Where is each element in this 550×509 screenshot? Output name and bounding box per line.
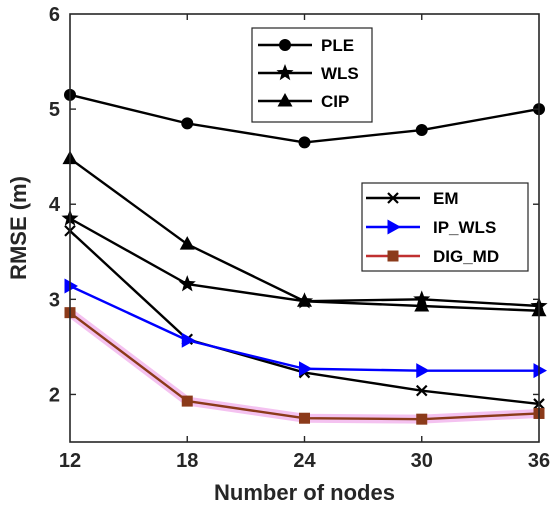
legend-marker-ple — [279, 39, 291, 51]
legend-label-wls: WLS — [321, 64, 359, 83]
x-tick-label-30: 30 — [411, 450, 433, 472]
data-point-ip-wls-36 — [533, 363, 547, 379]
data-point-cip-30 — [414, 297, 430, 312]
y-tick-label-6: 6 — [49, 4, 60, 26]
tick-layer: 12 18 24 30 36 2 3 4 5 6 — [49, 4, 550, 472]
legend-entry-wls: WLS — [258, 64, 359, 83]
data-point-cip-18 — [179, 236, 195, 250]
legend-marker-dig-md — [387, 250, 399, 262]
data-point-cip-24 — [297, 293, 312, 307]
legend-entry-ip-wls: IP_WLS — [366, 218, 496, 237]
legend-label-dig-md: DIG_MD — [433, 247, 499, 266]
series-ple — [64, 88, 545, 149]
legend-label-ip-wls: IP_WLS — [433, 218, 496, 237]
legend-label-cip: CIP — [321, 92, 349, 111]
legend-entry-cip: CIP — [258, 92, 349, 111]
legend-symbol-dig-md — [387, 250, 399, 262]
legend-top-box — [251, 27, 373, 123]
x-tick-label-18: 18 — [176, 450, 198, 472]
data-point-ip-wls-12 — [64, 278, 78, 294]
legend-marker-wls — [276, 64, 294, 81]
legend-entry-em: EM — [366, 189, 459, 208]
legend-symbol-ple — [279, 39, 291, 51]
data-point-dig-md-30 — [416, 413, 428, 425]
x-tick-label-36: 36 — [528, 450, 550, 472]
data-point-ip-wls-24 — [299, 361, 313, 377]
y-tick-label-2: 2 — [49, 384, 60, 406]
data-point-em-30 — [415, 384, 428, 397]
series-ip-wls — [64, 278, 547, 379]
data-point-ip-wls-30 — [416, 363, 430, 379]
legend-entry-ple: PLE — [258, 36, 354, 55]
legend-symbol-cip — [277, 93, 293, 107]
legend-right: EM IP_WLS DIG_MD — [361, 182, 529, 272]
y-axis-label: RMSE (m) — [6, 176, 31, 280]
data-point-dig-md-18 — [181, 395, 193, 407]
legend-symbol-ip-wls — [387, 219, 401, 235]
legend-symbol-em — [387, 192, 399, 204]
data-point-ple-30 — [415, 124, 428, 137]
legend-top: PLE WLS CIP — [251, 27, 373, 123]
series-layer — [61, 88, 548, 425]
legend-marker-em — [387, 192, 399, 204]
y-tick-label-5: 5 — [49, 99, 60, 121]
data-point-ple-24 — [298, 136, 311, 149]
data-point-ip-wls-18 — [181, 332, 196, 348]
x-tick-label-24: 24 — [293, 450, 316, 472]
data-point-wls-18 — [178, 275, 196, 292]
legend-label-em: EM — [433, 189, 459, 208]
y-tick-label-4: 4 — [49, 194, 61, 216]
legend-symbol-wls — [276, 64, 294, 81]
data-point-dig-md-24 — [299, 412, 310, 424]
y-tick-label-3: 3 — [49, 289, 60, 311]
legend-marker-cip — [277, 93, 293, 107]
legend-marker-ip-wls — [387, 219, 401, 235]
data-point-ple-18 — [181, 117, 194, 130]
x-tick-label-12: 12 — [59, 450, 81, 472]
legend-entry-dig-md: DIG_MD — [366, 247, 499, 266]
legend-label-ple: PLE — [321, 36, 354, 55]
x-axis-label: Number of nodes — [214, 480, 395, 505]
